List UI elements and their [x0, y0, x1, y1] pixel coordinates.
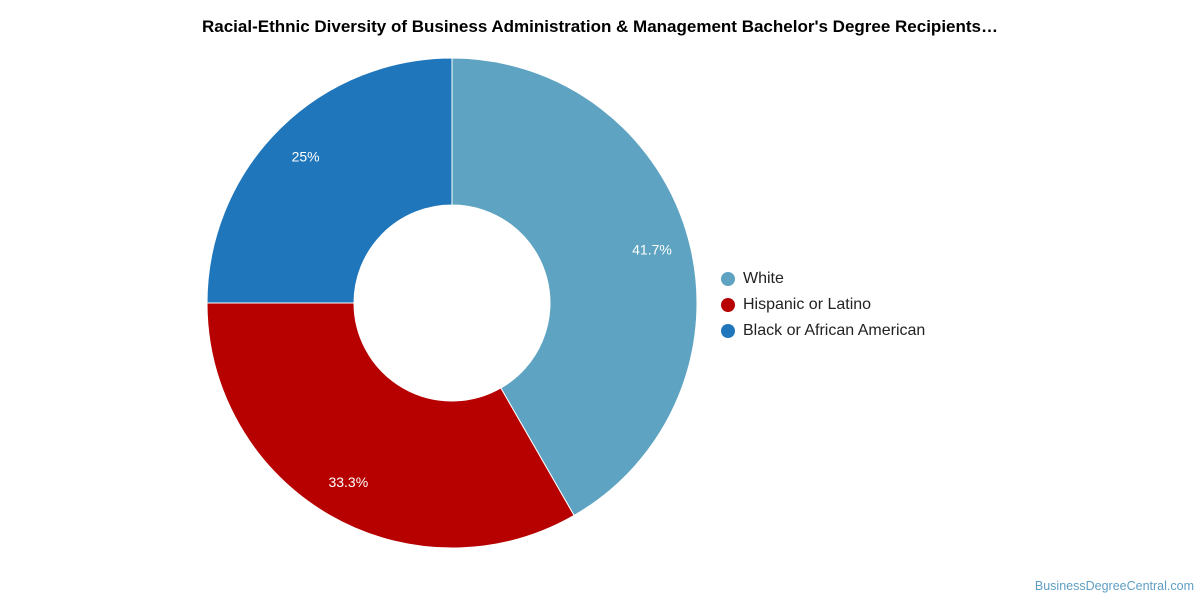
chart-title: Racial-Ethnic Diversity of Business Admi…: [201, 17, 998, 36]
legend-swatch-white-icon: [721, 272, 735, 286]
slice-hispanic-or-latino[interactable]: [206, 302, 575, 549]
legend-item-black-or-african-american[interactable]: Black or African American: [721, 318, 925, 344]
slice-label-white: 41.7%: [632, 242, 672, 258]
watermark-link[interactable]: BusinessDegreeCentral.com: [1034, 579, 1194, 593]
legend-label-black-or-african-american: Black or African American: [743, 322, 926, 339]
legend-item-white[interactable]: White: [721, 266, 925, 292]
chart-legend: White Hispanic or Latino Black or Africa…: [721, 266, 925, 344]
slice-white[interactable]: [451, 57, 698, 517]
legend-label-hispanic-or-latino: Hispanic or Latino: [743, 296, 872, 313]
slice-label-black-or-african-american: 25%: [292, 149, 320, 165]
legend-label-white: White: [743, 270, 784, 287]
slice-label-hispanic-or-latino: 33.3%: [328, 474, 368, 490]
slice-black-or-african-american[interactable]: [206, 57, 453, 304]
legend-swatch-hispanic-or-latino-icon: [721, 298, 735, 312]
legend-swatch-black-or-african-american-icon: [721, 324, 735, 338]
legend-item-hispanic-or-latino[interactable]: Hispanic or Latino: [721, 292, 925, 318]
